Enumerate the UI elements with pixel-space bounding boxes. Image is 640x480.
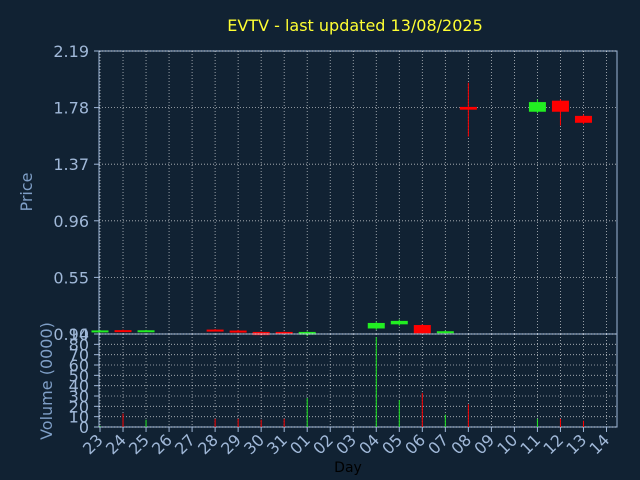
candle-body	[574, 115, 592, 123]
candle-body	[436, 331, 454, 334]
volume-tick-label: 20	[69, 397, 89, 416]
price-tick-label: 2.19	[53, 42, 89, 61]
price-panel: 2.19 1.78 1.37 0.96 0.55 0.14	[53, 42, 618, 344]
candle-body	[91, 330, 109, 333]
candle-body	[367, 322, 385, 329]
candle-body	[206, 329, 224, 332]
x-axis-label: Day	[334, 460, 362, 476]
chart-title: EVTV - last updated 13/08/2025	[227, 16, 483, 35]
volume-plot-frame	[98, 333, 618, 428]
candle-body	[528, 102, 546, 112]
price-tick-label: 0.96	[53, 212, 89, 231]
volume-tick-label: 50	[69, 366, 89, 385]
candle-body	[137, 330, 155, 333]
volume-tick-label: 70	[69, 346, 89, 365]
volume-tick-label: 90	[69, 325, 89, 344]
price-plot-frame	[98, 50, 618, 335]
volume-tick-label: 80	[69, 335, 89, 354]
price-axis-label: Price	[17, 172, 36, 211]
candle-body	[413, 325, 431, 334]
price-tick-label: 1.37	[53, 155, 89, 174]
price-tick-label: 0.55	[53, 268, 89, 287]
volume-tick-label: 30	[69, 387, 89, 406]
candle-body	[229, 330, 247, 333]
candle-body	[551, 100, 569, 112]
candle-body	[459, 106, 477, 110]
volume-panel: 0102030405060708090232425262728293031010…	[69, 325, 618, 458]
price-tick-label: 1.78	[53, 99, 89, 118]
candle-body	[390, 320, 408, 325]
candle-body	[298, 331, 316, 335]
price-tick-label: 0.14	[53, 325, 89, 344]
volume-tick-label: 0	[79, 418, 89, 437]
candle-body	[275, 331, 293, 335]
candle-body	[114, 330, 132, 333]
volume-tick-label: 40	[69, 377, 89, 396]
x-tick-label: 14	[585, 430, 613, 458]
volume-axis-label: Volume (0000)	[37, 322, 56, 440]
volume-tick-label: 60	[69, 356, 89, 375]
volume-tick-label: 10	[69, 408, 89, 427]
